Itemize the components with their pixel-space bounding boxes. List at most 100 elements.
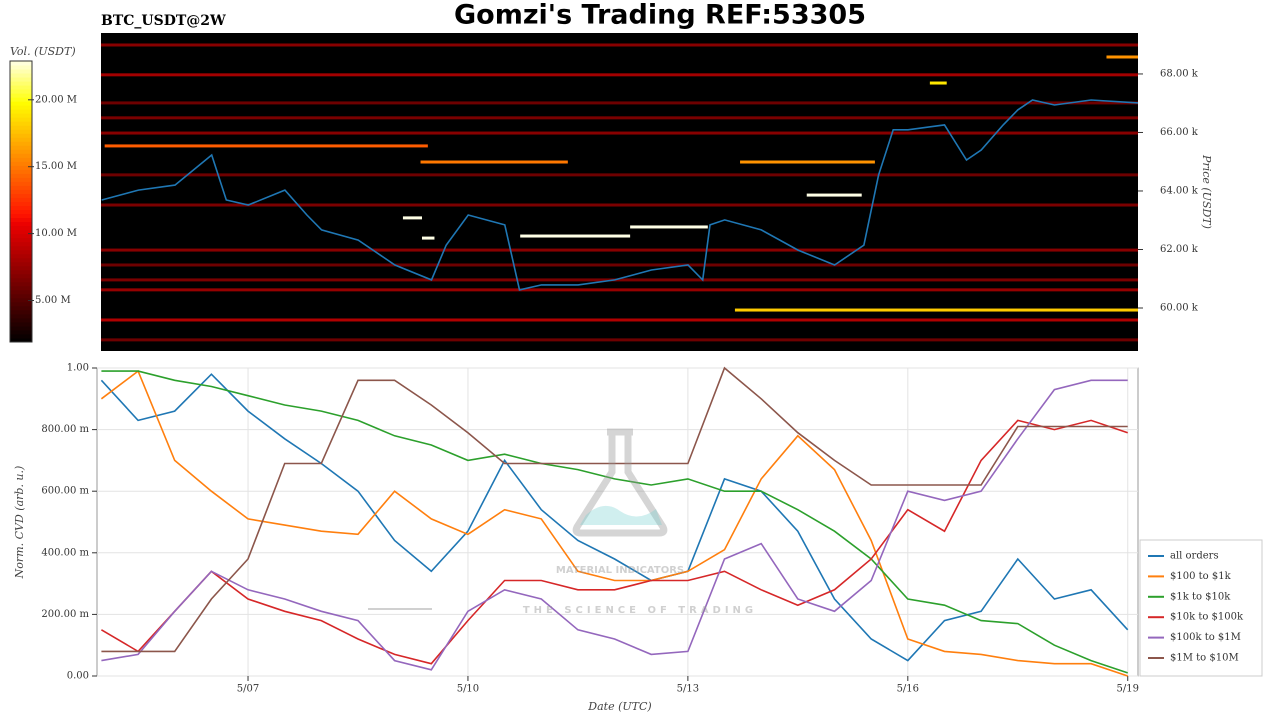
colorbar-step [10,77,32,82]
series-line [101,379,1128,671]
colorbar-step [10,65,32,70]
watermark-title: MATERIAL INDICATORS [556,565,684,576]
legend-label: $10k to $100k [1170,612,1244,623]
colorbar-step [10,253,32,259]
order-wall [740,160,875,164]
colorbar-step [10,337,32,343]
colorbar-step [10,305,32,311]
x-axis-label: Date (UTC) [587,700,651,713]
colorbar-step [10,149,32,154]
colorbar-step [10,269,32,275]
colorbar-step [10,333,32,339]
order-wall [101,131,1138,135]
colorbar-step [10,313,32,319]
colorbar-step [10,133,32,138]
order-wall [101,248,1138,252]
order-wall [101,203,1138,207]
x-tick-label: 5/07 [237,684,259,695]
colorbar-step [10,97,32,102]
order-wall [101,338,1138,342]
order-wall [402,216,422,220]
colorbar-step [10,173,32,178]
series-line [100,369,1128,677]
colorbar-step [10,193,32,198]
order-wall [101,288,1138,292]
colorbar-step [10,241,32,247]
colorbar-step [10,277,32,283]
watermark: MATERIAL INDICATORS THE SCIENCE OF TRADI… [368,428,757,616]
colorbar-step [10,141,32,146]
y-tick-label: 200.00 m [41,609,89,620]
cvd-panel: 0.00 200.00 m 400.00 m 600.00 m 800.00 m 1.00… [41,363,1139,695]
colorbar-step [10,245,32,251]
watermark-icon [572,428,668,537]
colorbar-step [10,105,32,110]
order-wall [101,101,1138,105]
y-axis-label: Price (USDT) [1200,154,1213,229]
y-tick-label: 600.00 m [41,486,89,497]
colorbar-step [10,213,32,219]
colorbar-step [10,297,32,303]
colorbar-step [10,189,32,194]
order-wall [420,160,568,164]
y-tick-label: 400.00 m [41,547,89,558]
legend-label: all orders [1170,551,1219,562]
order-wall [520,234,631,238]
colorbar-step [10,329,32,335]
order-wall [101,116,1138,120]
legend-label: $1M to $10M [1170,653,1239,664]
legend: all orders $100 to $1k $1k to $10k $10k to … [1139,539,1263,677]
order-wall [929,81,947,85]
colorbar-step [10,113,32,118]
colorbar-label: Vol. (USDT) [10,45,76,58]
colorbar-step [10,249,32,255]
colorbar-step [10,125,32,130]
colorbar-step [10,161,32,166]
order-wall [101,73,1138,77]
colorbar-step [10,321,32,327]
x-tick-label: 5/10 [457,684,479,695]
heatmap-panel: 60.00 k 62.00 k 64.00 k 66.00 k 68.00 k [101,33,1199,351]
watermark-icon [580,505,662,525]
order-wall [101,278,1138,282]
watermark-subtitle: THE SCIENCE OF TRADING [523,605,757,616]
x-tick-label: 5/16 [897,684,919,695]
colorbar-step [10,109,32,114]
colorbar-step [10,121,32,126]
legend-label: $1k to $10k [1170,591,1231,602]
colorbar-step [10,309,32,315]
colorbar-step [10,201,32,207]
order-wall [104,144,428,148]
colorbar-step [10,205,32,211]
x-tick-label: 5/13 [677,684,699,695]
colorbar-step [10,221,32,227]
y-tick-label: 66.00 k [1160,127,1199,138]
colorbar-step [10,85,32,90]
colorbar-step [10,89,32,94]
colorbar-step [10,137,32,142]
y-tick-label: 64.00 k [1160,185,1199,196]
y-tick-label: 1.00 [67,363,89,374]
legend-frame [1139,539,1263,677]
order-wall [101,263,1138,267]
colorbar-step [10,301,32,307]
order-wall [806,193,862,197]
colorbar-step [10,197,32,202]
legend-label: $100k to $1M [1170,632,1241,643]
colorbar-step [10,145,32,150]
y-tick-label: 62.00 k [1160,244,1199,255]
colorbar-step [10,325,32,331]
order-wall [101,173,1138,177]
colorbar-step [10,209,32,215]
colorbar-step [10,217,32,223]
colorbar-step [10,229,32,235]
colorbar-frame [9,60,33,343]
colorbar-step [10,233,32,239]
colorbar-step [10,225,32,231]
x-tick-label: 5/19 [1117,684,1139,695]
colorbar-step [10,289,32,295]
y-axis-label: Norm. CVD (arb. u.) [13,466,26,580]
order-wall [630,225,708,229]
colorbar-step [10,261,32,267]
colorbar-step [10,177,32,182]
